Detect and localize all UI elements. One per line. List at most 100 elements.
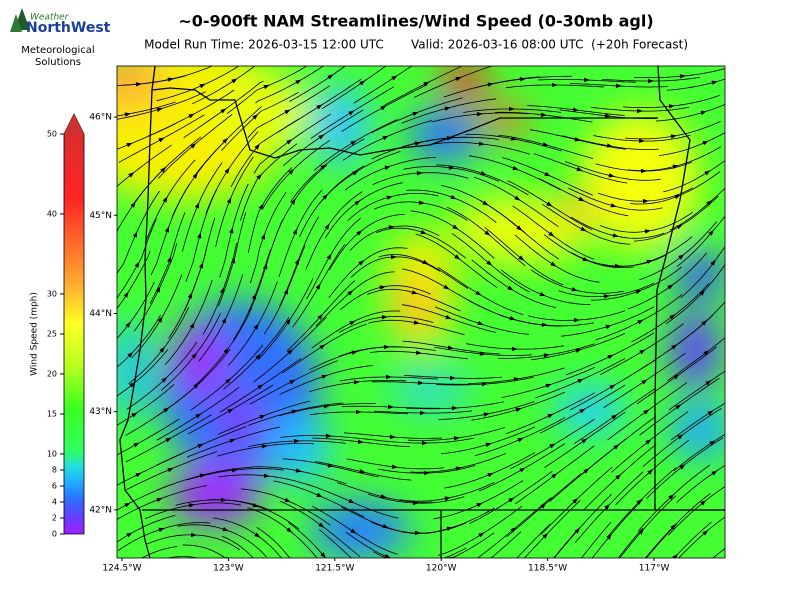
stream-arrow bbox=[229, 438, 236, 444]
stream-arrow bbox=[576, 166, 583, 172]
valid-time: Valid: 2026-03-16 08:00 UTC (+20h Foreca… bbox=[411, 38, 688, 52]
stream-arrow bbox=[219, 287, 225, 294]
stream-arrow bbox=[572, 107, 579, 112]
stream-arrow bbox=[519, 77, 526, 82]
stream-arrow bbox=[448, 165, 455, 170]
stream-arrow bbox=[701, 319, 708, 326]
stream-arrow bbox=[348, 498, 355, 504]
stream-arrow bbox=[486, 260, 493, 266]
stream-arrow bbox=[254, 143, 260, 150]
stream-arrow bbox=[135, 472, 142, 478]
stream-arrow bbox=[380, 494, 387, 499]
stream-arrow bbox=[546, 201, 553, 207]
stream-arrow bbox=[679, 464, 686, 470]
stream-arrow bbox=[636, 108, 643, 114]
model-run: Model Run Time: 2026-03-15 12:00 UTC bbox=[144, 38, 384, 52]
streamline bbox=[553, 527, 580, 558]
stream-arrow bbox=[254, 532, 261, 538]
stream-arrow bbox=[580, 226, 587, 232]
stream-arrow bbox=[706, 200, 713, 206]
stream-arrow bbox=[417, 561, 423, 566]
stream-arrow bbox=[315, 283, 321, 290]
stream-arrow bbox=[454, 254, 461, 260]
logo: Weather NorthWest Meteorological Solutio… bbox=[10, 8, 111, 68]
stream-arrow bbox=[508, 106, 515, 112]
streamline bbox=[319, 529, 353, 558]
stream-arrow bbox=[612, 233, 619, 238]
stream-arrow bbox=[414, 530, 421, 536]
stream-arrow bbox=[606, 533, 612, 540]
stream-arrow bbox=[672, 164, 679, 169]
stream-arrow bbox=[323, 404, 330, 409]
stream-arrow bbox=[155, 286, 161, 293]
stream-arrow bbox=[668, 104, 675, 109]
stream-arrow bbox=[615, 473, 622, 480]
stream-arrow bbox=[667, 284, 674, 290]
stream-arrow bbox=[260, 233, 266, 240]
stream-arrow bbox=[583, 77, 590, 83]
x-tick-label: 124.5°W bbox=[102, 564, 141, 574]
streamline bbox=[373, 547, 467, 558]
stream-arrow bbox=[545, 383, 552, 389]
stream-arrow bbox=[711, 470, 718, 476]
stream-arrow bbox=[705, 380, 712, 386]
stream-arrow bbox=[284, 109, 291, 115]
stream-arrow bbox=[549, 443, 556, 449]
colorbar-tick-label: 25 bbox=[47, 330, 57, 339]
stream-arrow bbox=[359, 469, 366, 474]
stream-arrow bbox=[643, 409, 650, 415]
streamline bbox=[221, 535, 254, 558]
stream-arrow bbox=[257, 384, 264, 390]
stream-arrow bbox=[606, 143, 613, 148]
stream-arrow bbox=[256, 562, 263, 569]
stream-arrow bbox=[222, 526, 229, 532]
stream-arrow bbox=[158, 137, 165, 143]
stream-arrow bbox=[579, 408, 586, 414]
stream-arrow bbox=[647, 78, 654, 84]
stream-arrow bbox=[348, 110, 355, 116]
stream-arrow bbox=[638, 528, 644, 535]
stream-arrow bbox=[190, 143, 197, 149]
stream-arrow bbox=[487, 472, 494, 478]
stream-arrow bbox=[133, 442, 140, 448]
stream-arrow bbox=[165, 437, 172, 443]
stream-arrow bbox=[645, 439, 652, 445]
stream-arrow bbox=[288, 168, 295, 175]
stream-arrow bbox=[709, 440, 716, 446]
stream-arrow bbox=[609, 384, 616, 390]
stream-arrow bbox=[258, 203, 264, 210]
stream-arrow bbox=[382, 135, 389, 141]
stream-arrow bbox=[412, 500, 419, 506]
stream-arrow bbox=[384, 553, 391, 558]
stream-arrow bbox=[251, 293, 257, 300]
stream-arrow bbox=[354, 200, 361, 206]
stream-arrow bbox=[194, 202, 200, 209]
colorbar-tick-label: 50 bbox=[47, 130, 57, 139]
stream-arrow bbox=[318, 134, 325, 140]
stream-arrow bbox=[391, 75, 398, 81]
stream-arrow bbox=[197, 443, 204, 449]
stream-arrow bbox=[353, 380, 360, 385]
stream-arrow bbox=[193, 382, 200, 389]
stream-arrow bbox=[318, 522, 325, 528]
stream-arrow bbox=[711, 80, 718, 85]
stream-arrow bbox=[255, 353, 262, 360]
stream-arrow bbox=[518, 255, 525, 261]
colorbar-tick-label: 4 bbox=[52, 498, 57, 507]
stream-arrow bbox=[420, 229, 427, 235]
stream-arrow bbox=[551, 473, 558, 479]
stream-arrow bbox=[548, 231, 555, 237]
stream-arrow bbox=[675, 404, 682, 410]
stream-arrow bbox=[540, 112, 547, 117]
x-tick-label: 121.5°W bbox=[315, 564, 354, 574]
stream-arrow bbox=[386, 195, 393, 200]
stream-arrow bbox=[478, 532, 485, 538]
stream-arrow bbox=[167, 256, 172, 263]
colorbar-tick-label: 20 bbox=[47, 370, 57, 379]
stream-arrow bbox=[544, 171, 551, 177]
stream-arrow bbox=[225, 378, 232, 384]
streamline bbox=[516, 523, 551, 558]
stream-arrow bbox=[253, 323, 259, 330]
stream-arrow bbox=[384, 165, 391, 171]
stream-arrow bbox=[295, 79, 302, 85]
